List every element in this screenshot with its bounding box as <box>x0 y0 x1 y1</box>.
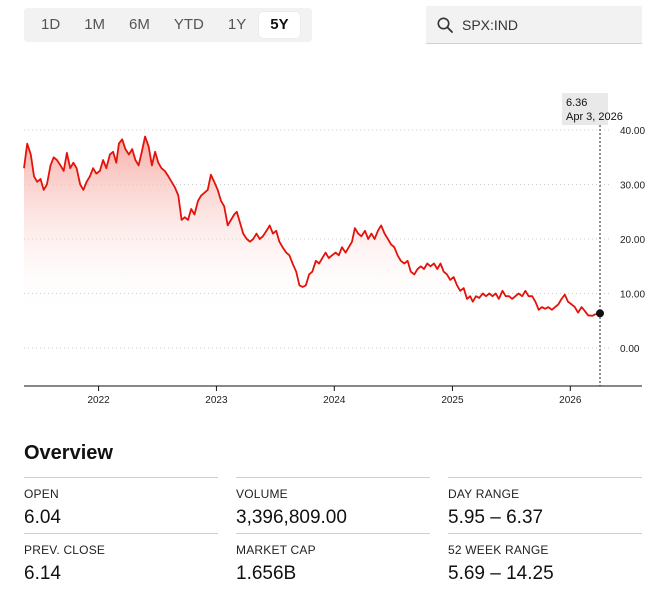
stat-52-week-range: 52 WEEK RANGE 5.69 – 14.25 <box>448 533 642 589</box>
stat-value: 6.04 <box>24 507 61 528</box>
x-tick-label: 2025 <box>441 395 464 406</box>
stat-label: OPEN <box>24 487 59 501</box>
stat-day-range: DAY RANGE 5.95 – 6.37 <box>448 477 642 533</box>
y-tick-label: 20.00 <box>620 235 645 246</box>
y-tick-label: 30.00 <box>620 181 645 192</box>
range-tab-ytd[interactable]: YTD <box>173 16 204 33</box>
y-tick-label: 0.00 <box>620 344 640 355</box>
tooltip: 6.36 Apr 3, 2026 <box>562 93 623 125</box>
range-tab-6m[interactable]: 6M <box>129 16 150 33</box>
stat-value: 5.95 – 6.37 <box>448 507 544 528</box>
overview-stats: OPEN 6.04 VOLUME 3,396,809.00 DAY RANGE … <box>24 477 642 589</box>
x-tick-label: 2022 <box>87 395 110 406</box>
stat-label: MARKET CAP <box>236 543 316 557</box>
range-tab-1d[interactable]: 1D <box>41 16 61 33</box>
tooltip-box <box>562 93 608 125</box>
range-tabs: 1D 1M 6M YTD 1Y 5Y <box>24 8 312 42</box>
search-box[interactable] <box>426 6 642 44</box>
x-tick-label: 2024 <box>323 395 346 406</box>
price-chart: 2022 2023 2024 2025 2026 40.00 30.00 20.00 10.0… <box>23 93 645 406</box>
overview-title: Overview <box>24 442 113 464</box>
range-tab-1m[interactable]: 1M <box>84 16 106 33</box>
stat-label: VOLUME <box>236 487 288 501</box>
stat-market-cap: MARKET CAP 1.656B <box>236 533 430 589</box>
stat-label: DAY RANGE <box>448 487 520 501</box>
x-tick-label: 2023 <box>205 395 228 406</box>
stat-value: 6.14 <box>24 563 61 584</box>
stat-prev-close: PREV. CLOSE 6.14 <box>24 533 218 589</box>
search-input[interactable] <box>460 15 634 34</box>
stat-value: 1.656B <box>236 563 297 584</box>
stat-open: OPEN 6.04 <box>24 477 218 533</box>
range-tab-1y[interactable]: 1Y <box>227 16 247 33</box>
stat-label: PREV. CLOSE <box>24 543 106 557</box>
tooltip-date: Apr 3, 2026 <box>566 111 623 123</box>
tooltip-value: 6.36 <box>566 97 587 109</box>
search-icon <box>437 17 453 33</box>
x-tick-label: 2026 <box>559 395 582 406</box>
stat-volume: VOLUME 3,396,809.00 <box>236 477 430 533</box>
y-tick-label: 10.00 <box>620 290 645 301</box>
range-tab-5y[interactable]: 5Y <box>259 12 300 38</box>
price-line <box>23 135 601 317</box>
price-area <box>24 136 600 316</box>
stat-value: 3,396,809.00 <box>236 507 347 528</box>
y-tick-label: 40.00 <box>620 126 645 137</box>
stat-label: 52 WEEK RANGE <box>448 543 549 557</box>
stat-value: 5.69 – 14.25 <box>448 563 554 584</box>
last-point-marker <box>596 309 604 318</box>
